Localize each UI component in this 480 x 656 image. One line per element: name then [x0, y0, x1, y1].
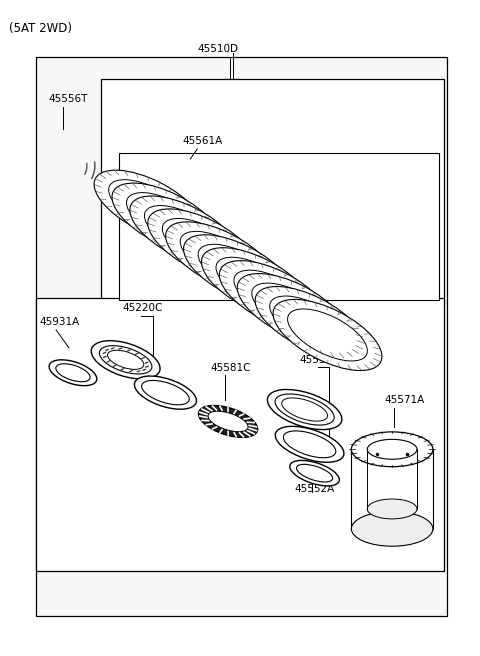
- Ellipse shape: [49, 359, 97, 386]
- Ellipse shape: [112, 183, 221, 254]
- Polygon shape: [101, 79, 444, 305]
- Ellipse shape: [288, 309, 367, 361]
- Ellipse shape: [183, 235, 292, 306]
- Ellipse shape: [148, 209, 257, 280]
- Text: 45931A: 45931A: [39, 317, 79, 327]
- Ellipse shape: [275, 426, 344, 462]
- Ellipse shape: [180, 232, 260, 283]
- Ellipse shape: [219, 260, 328, 332]
- Text: 45561A: 45561A: [182, 136, 223, 146]
- Ellipse shape: [367, 499, 417, 519]
- Ellipse shape: [351, 512, 433, 546]
- Ellipse shape: [142, 380, 189, 405]
- Ellipse shape: [99, 346, 152, 374]
- Ellipse shape: [267, 390, 342, 430]
- Ellipse shape: [56, 363, 90, 382]
- Ellipse shape: [367, 440, 417, 459]
- Text: 45554A: 45554A: [300, 355, 340, 365]
- Ellipse shape: [198, 244, 278, 297]
- Ellipse shape: [134, 376, 196, 409]
- Ellipse shape: [108, 350, 144, 369]
- Ellipse shape: [255, 287, 364, 358]
- Ellipse shape: [202, 248, 311, 319]
- Ellipse shape: [91, 340, 160, 379]
- Ellipse shape: [198, 405, 258, 438]
- Text: 45552A: 45552A: [295, 484, 335, 494]
- Ellipse shape: [130, 196, 239, 267]
- Text: 45581C: 45581C: [210, 363, 251, 373]
- Polygon shape: [36, 56, 447, 617]
- Text: 45220C: 45220C: [123, 303, 163, 313]
- Ellipse shape: [208, 411, 248, 432]
- Ellipse shape: [252, 283, 332, 335]
- Ellipse shape: [166, 222, 275, 293]
- Text: 45556T: 45556T: [48, 94, 87, 104]
- Ellipse shape: [290, 461, 339, 486]
- Ellipse shape: [270, 296, 349, 348]
- Ellipse shape: [297, 464, 333, 482]
- Text: 45510D: 45510D: [197, 44, 238, 54]
- Ellipse shape: [216, 257, 296, 309]
- Polygon shape: [36, 298, 444, 571]
- Ellipse shape: [234, 270, 314, 322]
- Ellipse shape: [108, 180, 189, 232]
- Ellipse shape: [275, 394, 334, 425]
- Ellipse shape: [351, 432, 433, 466]
- Ellipse shape: [283, 431, 336, 458]
- Ellipse shape: [273, 299, 382, 371]
- Text: 45571A: 45571A: [384, 394, 424, 405]
- Ellipse shape: [94, 170, 203, 241]
- Ellipse shape: [282, 398, 327, 421]
- Ellipse shape: [144, 205, 224, 258]
- Ellipse shape: [162, 218, 242, 270]
- Ellipse shape: [127, 193, 206, 245]
- Ellipse shape: [237, 274, 346, 344]
- Text: (5AT 2WD): (5AT 2WD): [9, 22, 72, 35]
- Polygon shape: [119, 153, 439, 300]
